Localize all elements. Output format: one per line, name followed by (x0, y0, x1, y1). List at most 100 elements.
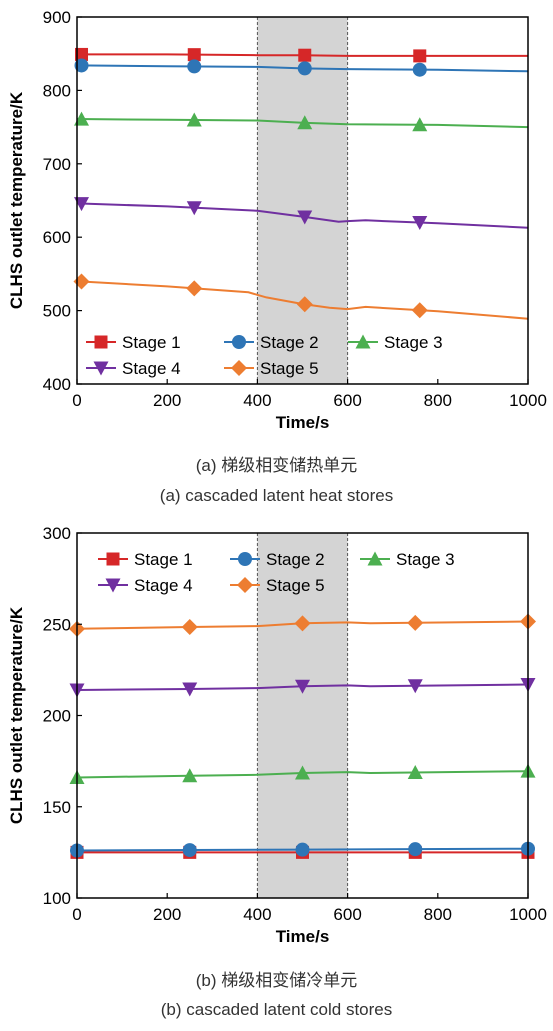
x-axis-label: Time/s (276, 927, 330, 946)
data-point (295, 842, 310, 857)
legend-label: Stage 2 (266, 550, 325, 569)
series-stage-4 (74, 197, 529, 231)
y-tick-label: 150 (43, 798, 71, 817)
legend-label: Stage 2 (260, 333, 319, 352)
x-axis-label: Time/s (276, 413, 330, 432)
legend-marker (237, 577, 253, 593)
data-point (413, 49, 427, 63)
x-tick-label: 800 (424, 391, 452, 410)
legend-label: Stage 4 (134, 576, 193, 595)
legend: Stage 1 Stage 2 Stage 3 Stage 4 Stage 5 (98, 550, 455, 595)
data-point (295, 679, 310, 694)
x-tick-label: 200 (153, 905, 181, 924)
data-point (186, 201, 202, 216)
legend-label: Stage 4 (122, 359, 181, 378)
x-tick-label: 0 (72, 391, 81, 410)
chart-a-caption-en: (a) cascaded latent heat stores (159, 486, 394, 505)
x-tick-label: 1000 (509, 391, 547, 410)
legend-marker (93, 361, 109, 376)
x-tick-label: 0 (72, 905, 81, 924)
series-stage-4 (69, 677, 536, 698)
x-tick-label: 600 (333, 905, 361, 924)
data-point (74, 197, 90, 212)
data-point (187, 59, 202, 74)
legend-label: Stage 1 (122, 333, 181, 352)
chart-b: 0 200 400 600 800 1000 100 150 200 250 300 Time/s CL… (7, 524, 547, 946)
data-point (186, 112, 202, 127)
legend: Stage 1 Stage 2 Stage 3 Stage 4 Stage 5 (86, 333, 443, 378)
data-point (295, 765, 310, 780)
data-point (407, 679, 423, 694)
y-tick-label: 600 (43, 228, 71, 247)
data-point (74, 111, 90, 126)
y-tick-label: 100 (43, 889, 71, 908)
data-point (412, 216, 428, 231)
data-point (73, 273, 90, 290)
series-stage-2 (74, 58, 529, 77)
x-tick-label: 1000 (509, 905, 547, 924)
legend-label: Stage 3 (396, 550, 455, 569)
legend-label: Stage 3 (384, 333, 443, 352)
chart-a: 0 200 400 600 800 1000 400 500 600 700 800 900 Time/… (7, 8, 547, 432)
legend-label: Stage 5 (266, 576, 325, 595)
data-point (182, 682, 198, 697)
data-point (407, 614, 424, 631)
y-tick-label: 900 (43, 8, 71, 27)
data-point (297, 61, 312, 76)
series-stage-3 (74, 111, 529, 132)
legend-entry: Stage 1 (86, 333, 181, 352)
data-point (74, 58, 89, 73)
data-point (186, 280, 203, 297)
x-tick-label: 200 (153, 391, 181, 410)
legend-label: Stage 5 (260, 359, 319, 378)
legend-entry: Stage 4 (86, 359, 181, 378)
legend-marker (232, 335, 246, 349)
x-tick-label: 400 (243, 391, 271, 410)
y-axis-label: CLHS outlet temperature/K (7, 91, 26, 309)
legend-marker (355, 334, 371, 349)
data-point (412, 62, 427, 77)
data-point (296, 296, 313, 313)
legend-label: Stage 1 (134, 550, 193, 569)
data-point (294, 615, 311, 632)
legend-entry: Stage 2 (230, 550, 325, 569)
series-line (76, 280, 529, 320)
legend-entry: Stage 3 (348, 333, 443, 352)
data-point (297, 115, 313, 130)
shaded-region (257, 17, 348, 384)
legend-marker (105, 578, 121, 593)
data-point (408, 842, 423, 857)
data-point (182, 768, 198, 783)
y-tick-label: 250 (43, 615, 71, 634)
legend-marker (367, 551, 383, 566)
legend-entry: Stage 3 (360, 550, 455, 569)
x-tick-label: 800 (424, 905, 452, 924)
chart-b-caption-en: (b) cascaded latent cold stores (160, 1000, 393, 1019)
data-point (298, 48, 312, 62)
legend-marker (231, 360, 247, 376)
shaded-region (257, 533, 348, 898)
plot-frame (76, 16, 529, 385)
data-point (411, 302, 428, 319)
chart-b-caption-cn: (b) 梯级相变储冷单元 (195, 971, 358, 990)
y-tick-label: 700 (43, 155, 71, 174)
data-point (297, 210, 313, 225)
chart-a-caption-cn: (a) 梯级相变储热单元 (195, 456, 358, 475)
data-point (182, 843, 197, 858)
y-tick-label: 300 (43, 524, 71, 543)
legend-entry: Stage 1 (98, 550, 193, 569)
legend-entry: Stage 5 (230, 576, 325, 595)
legend-marker (94, 335, 108, 349)
x-tick-label: 600 (333, 391, 361, 410)
y-tick-label: 400 (43, 375, 71, 394)
legend-marker (106, 552, 120, 566)
data-point (181, 618, 198, 635)
y-axis-label: CLHS outlet temperature/K (7, 606, 26, 824)
series-stage-3 (69, 763, 536, 785)
data-point (412, 117, 428, 132)
y-tick-label: 200 (43, 707, 71, 726)
data-point (187, 48, 201, 62)
y-tick-label: 800 (43, 81, 71, 100)
legend-entry: Stage 5 (224, 359, 319, 378)
